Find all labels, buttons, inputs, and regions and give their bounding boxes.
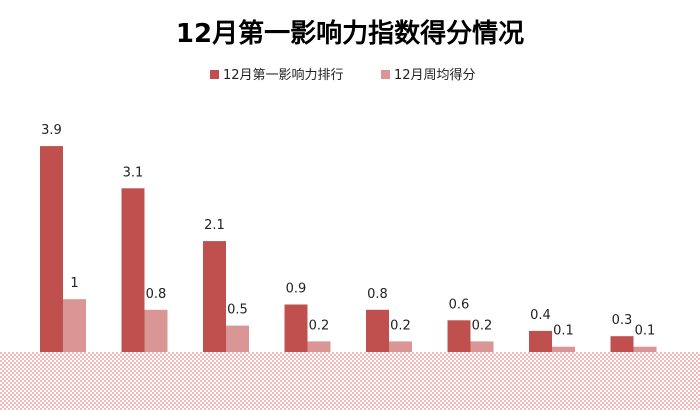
data-label-series-2-item-6: 0.2 xyxy=(472,318,493,333)
bar-series-1-item-8 xyxy=(610,336,634,352)
bar-series-2-item-4 xyxy=(307,341,331,352)
legend-swatch-series-2 xyxy=(381,70,390,79)
data-label-series-1-item-7: 0.4 xyxy=(530,308,551,323)
dotted-overlay xyxy=(0,352,700,410)
legend-label-series-2: 12月周均得分 xyxy=(394,67,476,83)
bar-series-2-item-5 xyxy=(389,341,412,352)
legend-swatch-series-1 xyxy=(210,70,219,79)
data-label-series-2-item-5: 0.2 xyxy=(390,318,411,333)
data-label-series-1-item-4: 0.9 xyxy=(286,282,307,297)
data-label-series-1-item-1: 3.9 xyxy=(41,123,62,138)
bar-series-1-item-4 xyxy=(284,304,308,352)
data-label-series-1-item-2: 3.1 xyxy=(123,165,144,180)
bar-series-2-item-8 xyxy=(633,346,657,352)
data-label-series-2-item-1: 1 xyxy=(70,276,78,291)
bar-series-2-item-3 xyxy=(226,325,249,352)
data-label-series-1-item-5: 0.8 xyxy=(367,287,388,302)
data-label-series-1-item-8: 0.3 xyxy=(612,313,633,328)
data-label-series-1-item-3: 2.1 xyxy=(204,218,225,233)
data-label-series-2-item-4: 0.2 xyxy=(309,318,330,333)
bar-series-1-item-5 xyxy=(366,309,389,352)
chart-title: 12月第一影响力指数得分情况 xyxy=(176,18,524,49)
bar-series-1-item-3 xyxy=(203,241,226,352)
bar-series-1-item-6 xyxy=(447,320,471,352)
bar-series-2-item-6 xyxy=(470,341,494,352)
data-label-series-2-item-2: 0.8 xyxy=(146,287,167,302)
bar-series-2-item-7 xyxy=(552,346,575,352)
bar-series-2-item-1 xyxy=(63,299,86,352)
plot-area: 3.9 3.1 2.1 0.9 0.8 0.6 0.4 0.3 1 0.8 0.5 0.2 0.2 0.2… xyxy=(40,123,657,352)
bar-series-2-item-2 xyxy=(144,309,168,352)
data-label-series-1-item-6: 0.6 xyxy=(449,297,470,312)
bar-series-1-item-1 xyxy=(40,146,63,352)
data-label-series-2-item-3: 0.5 xyxy=(227,303,248,318)
legend-label-series-1: 12月第一影响力排行 xyxy=(223,67,344,83)
bar-series-1-item-7 xyxy=(529,330,552,352)
legend: 12月第一影响力排行 12月周均得分 xyxy=(210,67,476,83)
bar-series-1-item-2 xyxy=(121,188,145,352)
data-label-series-2-item-7: 0.1 xyxy=(553,324,574,339)
data-label-series-2-item-8: 0.1 xyxy=(635,324,656,339)
